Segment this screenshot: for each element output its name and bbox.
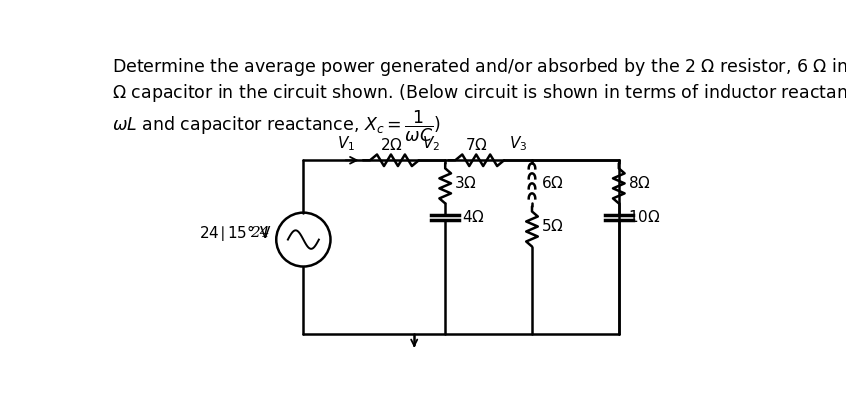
Text: $2\Omega$: $2\Omega$ [380, 137, 403, 153]
Text: $10\Omega$: $10\Omega$ [628, 209, 661, 225]
Text: 24: 24 [250, 227, 270, 240]
Text: $V_2$: $V_2$ [422, 134, 441, 153]
Text: $\omega L$ and capacitor reactance, $X_c = \dfrac{1}{\omega C}$): $\omega L$ and capacitor reactance, $X_c… [112, 109, 441, 144]
Text: $5\Omega$: $5\Omega$ [541, 219, 564, 234]
Text: $8\Omega$: $8\Omega$ [628, 176, 651, 191]
Text: $6\Omega$: $6\Omega$ [541, 176, 564, 191]
Text: $\Omega$ capacitor in the circuit shown. (Below circuit is shown in terms of ind: $\Omega$ capacitor in the circuit shown.… [112, 82, 846, 104]
Text: $24\!\mid\!15°\ \mathrm{V}$: $24\!\mid\!15°\ \mathrm{V}$ [200, 223, 272, 243]
Text: $V_3$: $V_3$ [509, 134, 527, 153]
Text: $3\Omega$: $3\Omega$ [454, 176, 477, 191]
Text: $V_1$: $V_1$ [338, 134, 355, 153]
Text: $4\Omega$: $4\Omega$ [462, 209, 485, 225]
Text: $7\Omega$: $7\Omega$ [464, 137, 487, 153]
Text: Determine the average power generated and/or absorbed by the 2 $\Omega$ resistor: Determine the average power generated an… [112, 56, 846, 78]
